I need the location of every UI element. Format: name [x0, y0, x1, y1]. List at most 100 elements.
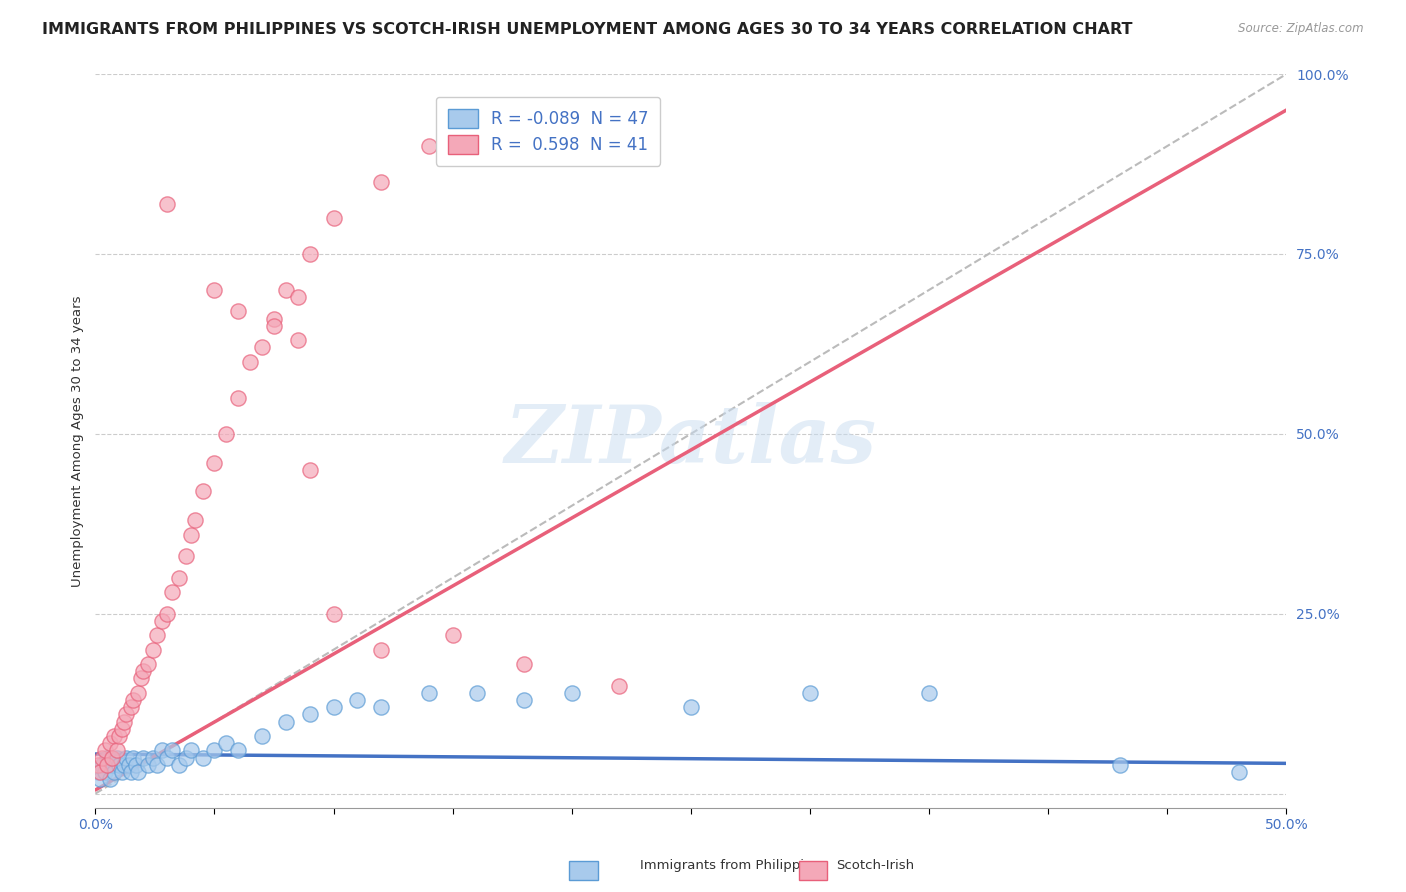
Point	[298, 463, 321, 477]
Point	[191, 484, 214, 499]
Point	[215, 426, 238, 441]
Point	[160, 585, 183, 599]
Point	[370, 642, 392, 657]
Point	[156, 196, 179, 211]
Point	[418, 139, 440, 153]
Point	[204, 283, 226, 297]
Point	[89, 764, 111, 779]
Point	[274, 714, 297, 729]
Point	[105, 743, 128, 757]
Point	[287, 333, 309, 347]
Point	[274, 283, 297, 297]
Text: ZIPatlas: ZIPatlas	[505, 402, 877, 480]
Point	[561, 686, 583, 700]
Point	[122, 693, 145, 707]
Point	[94, 764, 117, 779]
Point	[87, 764, 110, 779]
Point	[191, 750, 214, 764]
Point	[125, 757, 148, 772]
Point	[799, 686, 821, 700]
Point	[110, 764, 132, 779]
Point	[150, 743, 173, 757]
Point	[204, 456, 226, 470]
Point	[108, 729, 131, 743]
Point	[226, 391, 249, 405]
Y-axis label: Unemployment Among Ages 30 to 34 years: Unemployment Among Ages 30 to 34 years	[72, 295, 84, 587]
Point	[115, 750, 138, 764]
Point	[91, 750, 114, 764]
Point	[263, 318, 285, 333]
Point	[120, 700, 142, 714]
Point	[679, 700, 702, 714]
Point	[94, 743, 117, 757]
Point	[105, 750, 128, 764]
Text: Immigrants from Philippines: Immigrants from Philippines	[640, 859, 827, 872]
Point	[120, 764, 142, 779]
Point	[112, 757, 135, 772]
Point	[418, 686, 440, 700]
Text: IMMIGRANTS FROM PHILIPPINES VS SCOTCH-IRISH UNEMPLOYMENT AMONG AGES 30 TO 34 YEA: IMMIGRANTS FROM PHILIPPINES VS SCOTCH-IR…	[42, 22, 1133, 37]
Point	[98, 736, 121, 750]
Point	[226, 743, 249, 757]
Point	[263, 311, 285, 326]
Point	[132, 750, 155, 764]
Point	[167, 571, 190, 585]
Text: Source: ZipAtlas.com: Source: ZipAtlas.com	[1239, 22, 1364, 36]
Point	[239, 355, 262, 369]
Point	[127, 764, 149, 779]
Point	[122, 750, 145, 764]
Point	[91, 757, 114, 772]
Legend: R = -0.089  N = 47, R =  0.598  N = 41: R = -0.089 N = 47, R = 0.598 N = 41	[436, 97, 659, 166]
Point	[160, 743, 183, 757]
Point	[287, 290, 309, 304]
Point	[141, 642, 163, 657]
Point	[110, 722, 132, 736]
Point	[346, 693, 368, 707]
Point	[918, 686, 941, 700]
Point	[226, 304, 249, 318]
Point	[215, 736, 238, 750]
Point	[322, 607, 344, 621]
Point	[250, 341, 273, 355]
Point	[150, 614, 173, 628]
Point	[174, 750, 197, 764]
Point	[146, 757, 169, 772]
Point	[101, 750, 124, 764]
Point	[98, 772, 121, 787]
Point	[118, 757, 141, 772]
Point	[609, 679, 631, 693]
Point	[180, 527, 202, 541]
Point	[204, 743, 226, 757]
Text: Scotch-Irish: Scotch-Irish	[837, 859, 915, 872]
Point	[465, 686, 488, 700]
Point	[441, 628, 464, 642]
Point	[513, 693, 536, 707]
Point	[103, 729, 125, 743]
Point	[129, 672, 152, 686]
Point	[115, 707, 138, 722]
Point	[1108, 757, 1130, 772]
Point	[87, 757, 110, 772]
Point	[167, 757, 190, 772]
Point	[298, 707, 321, 722]
Point	[136, 757, 159, 772]
Point	[136, 657, 159, 671]
Point	[103, 764, 125, 779]
Point	[89, 772, 111, 787]
Point	[127, 686, 149, 700]
Point	[370, 175, 392, 189]
Point	[156, 607, 179, 621]
Point	[250, 729, 273, 743]
Point	[146, 628, 169, 642]
Point	[180, 743, 202, 757]
Point	[156, 750, 179, 764]
Point	[298, 247, 321, 261]
Point	[322, 700, 344, 714]
Point	[1227, 764, 1250, 779]
Point	[132, 665, 155, 679]
Point	[184, 513, 207, 527]
Point	[112, 714, 135, 729]
Point	[322, 211, 344, 225]
Point	[108, 757, 131, 772]
Point	[513, 657, 536, 671]
